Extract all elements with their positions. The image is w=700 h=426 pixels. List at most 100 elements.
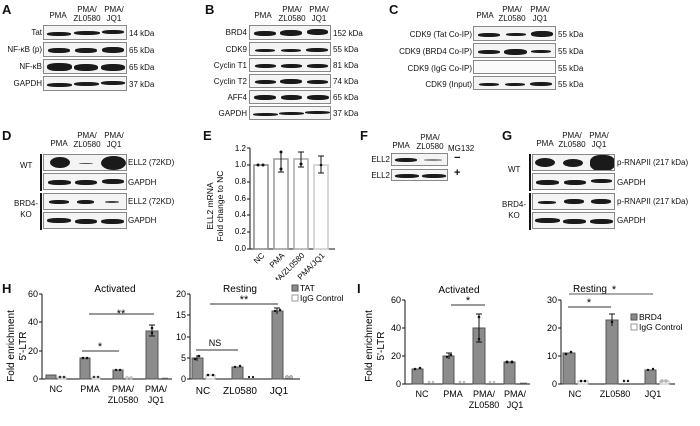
y-axis-label-line1: ELL2 mRNA bbox=[205, 182, 215, 230]
blot-cdk9-input bbox=[473, 76, 556, 90]
legend-label-brd4: BRD4 bbox=[639, 312, 662, 322]
panel-letter-g: G bbox=[502, 128, 513, 143]
bar-pma-zl0580 bbox=[293, 158, 309, 250]
panel-letter-f: F bbox=[360, 128, 368, 143]
x-tick: PMA/ bbox=[473, 389, 496, 399]
row-label-cyclin-t2: Cyclin T2 bbox=[213, 77, 247, 86]
kda-cdk9-tat-coip: 55 kDa bbox=[558, 30, 584, 39]
panel-letter-a: A bbox=[2, 2, 12, 17]
y-tick: 0 bbox=[552, 379, 557, 389]
significance-star: * bbox=[98, 341, 103, 353]
row-label-gapdh-wt: GAPDH bbox=[128, 178, 157, 187]
blot-gapdh-brd4-ko bbox=[532, 212, 615, 229]
blot-gapdh-wt bbox=[532, 173, 615, 190]
lane-header-pma-zl0580: PMA/ZL0580 bbox=[416, 133, 444, 151]
panel-letter-c: C bbox=[389, 2, 399, 17]
group-bracket-brd4-ko bbox=[40, 193, 42, 230]
x-tick: JQ1 bbox=[148, 395, 165, 405]
lane-header-pma-zl0580: PMA/ZL0580 bbox=[278, 5, 306, 23]
lane-header-pma-jq1: PMA/JQ1 bbox=[104, 131, 124, 149]
group-bracket-wt bbox=[529, 154, 531, 191]
lane-header-pma: PMA bbox=[50, 139, 68, 148]
blot-cdk9-igg-coip bbox=[473, 60, 556, 74]
x-tick: NC bbox=[569, 389, 582, 399]
y-axis-label-line1: Fold enrichment bbox=[364, 310, 375, 382]
panel-letter-e: E bbox=[203, 128, 212, 143]
blot-ell2-brd4-ko bbox=[43, 193, 127, 210]
blot-prnapii-wt bbox=[532, 154, 615, 171]
lane-header-pma-zl0580: PMA/ZL0580 bbox=[73, 131, 101, 149]
lane-header-pma: PMA bbox=[254, 11, 272, 20]
lane-header-pma-zl0580: PMA/ZL0580 bbox=[73, 5, 101, 23]
lane-header-pma-zl0580: PMA/ZL0580 bbox=[498, 5, 526, 23]
blot-nfkb bbox=[43, 59, 127, 74]
row-label-cdk9-igg-coip: CDK9 (IgG Co-IP) bbox=[407, 64, 472, 73]
lane-header-pma-jq1: PMA/JQ1 bbox=[309, 5, 329, 23]
group-bracket-wt bbox=[40, 154, 42, 191]
row-label-gapdh: GAPDH bbox=[13, 79, 42, 88]
x-tick: JQ1 bbox=[645, 389, 662, 399]
significance-star: * bbox=[612, 284, 617, 296]
chart-h: Fold enrichment 5'-LTR Activated 0 20 40… bbox=[6, 283, 344, 405]
lane-header-pma-jq1: PMA/JQ1 bbox=[530, 5, 550, 23]
legend-label-tat: TAT bbox=[300, 283, 315, 293]
legend-swatch-brd4 bbox=[630, 313, 638, 321]
panel-letter-d: D bbox=[2, 128, 12, 143]
y-tick: 0.0 bbox=[235, 244, 247, 253]
blot-cyclin-t2 bbox=[249, 74, 331, 88]
blot-tat bbox=[43, 25, 127, 40]
row-label-ell2-plus: ELL2 bbox=[371, 171, 390, 180]
row-label-gapdh-wt: GAPDH bbox=[617, 178, 646, 187]
lane-header-pma: PMA bbox=[476, 11, 494, 20]
legend-label-igg: IgG Control bbox=[300, 293, 344, 303]
legend-swatch-igg bbox=[630, 323, 638, 331]
kda-cyclin-t1: 81 kDa bbox=[333, 61, 359, 70]
x-tick: ZL0580 bbox=[469, 400, 500, 410]
significance-star: * bbox=[587, 297, 592, 309]
blot-cdk9 bbox=[249, 42, 331, 56]
row-label-brd4: BRD4 bbox=[225, 28, 247, 37]
kda-cdk9-input: 55 kDa bbox=[558, 80, 584, 89]
row-label-aff4: AFF4 bbox=[227, 93, 247, 102]
blot-gapdh-wt bbox=[43, 173, 127, 190]
kda-cdk9: 55 kDa bbox=[333, 45, 359, 54]
sign-minus: − bbox=[454, 152, 461, 164]
row-label-nfkb: NF-κB bbox=[19, 62, 42, 71]
blot-brd4 bbox=[249, 25, 331, 40]
group-label-brd4-ko: BRD4- KO bbox=[14, 199, 39, 219]
x-tick: PMA/ bbox=[112, 384, 135, 394]
significance-star: ** bbox=[240, 294, 249, 306]
kda-cdk9-igg-coip: 55 kDa bbox=[558, 64, 584, 73]
y-tick: 40 bbox=[28, 317, 38, 327]
y-tick: 0 bbox=[396, 379, 401, 389]
chart-title-resting: Resting bbox=[573, 284, 607, 295]
blot-ell2-minus bbox=[391, 153, 448, 166]
y-tick: 30 bbox=[547, 295, 557, 305]
blot-gapdh bbox=[43, 76, 127, 91]
kda-cyclin-t2: 74 kDa bbox=[333, 77, 359, 86]
y-tick: 20 bbox=[547, 323, 557, 333]
y-tick: 0.6 bbox=[235, 194, 247, 203]
y-axis-label-line2: Fold change to NC bbox=[215, 171, 225, 242]
treatment-header-mg132: MG132 bbox=[448, 144, 475, 153]
legend-label-igg: IgG Control bbox=[639, 322, 683, 332]
x-tick: ZL0580 bbox=[223, 386, 257, 397]
row-label-gapdh: GAPDH bbox=[218, 109, 247, 118]
x-tick: JQ1 bbox=[270, 386, 289, 397]
lane-header-pma-jq1: PMA/JQ1 bbox=[589, 131, 609, 149]
y-tick: 10 bbox=[176, 332, 186, 342]
significance-ns: NS bbox=[209, 338, 222, 348]
y-tick: 20 bbox=[176, 289, 186, 299]
x-tick: PMA bbox=[443, 389, 463, 399]
blot-ell2-plus bbox=[391, 169, 448, 181]
y-tick: 0.8 bbox=[235, 177, 247, 186]
blot-cyclin-t1 bbox=[249, 58, 331, 72]
blot-prnapii-brd4-ko bbox=[532, 193, 615, 210]
blot-aff4 bbox=[249, 90, 331, 104]
chart-title-activated: Activated bbox=[94, 284, 135, 295]
row-label-ell2-wt: ELL2 (72KD) bbox=[128, 158, 175, 167]
kda-nfkb: 65 kDa bbox=[129, 63, 155, 72]
sign-plus: + bbox=[454, 167, 461, 179]
panel-letter-h: H bbox=[2, 281, 12, 296]
row-label-cdk9-brd4-coip: CDK9 (BRD4 Co-IP) bbox=[399, 47, 472, 56]
